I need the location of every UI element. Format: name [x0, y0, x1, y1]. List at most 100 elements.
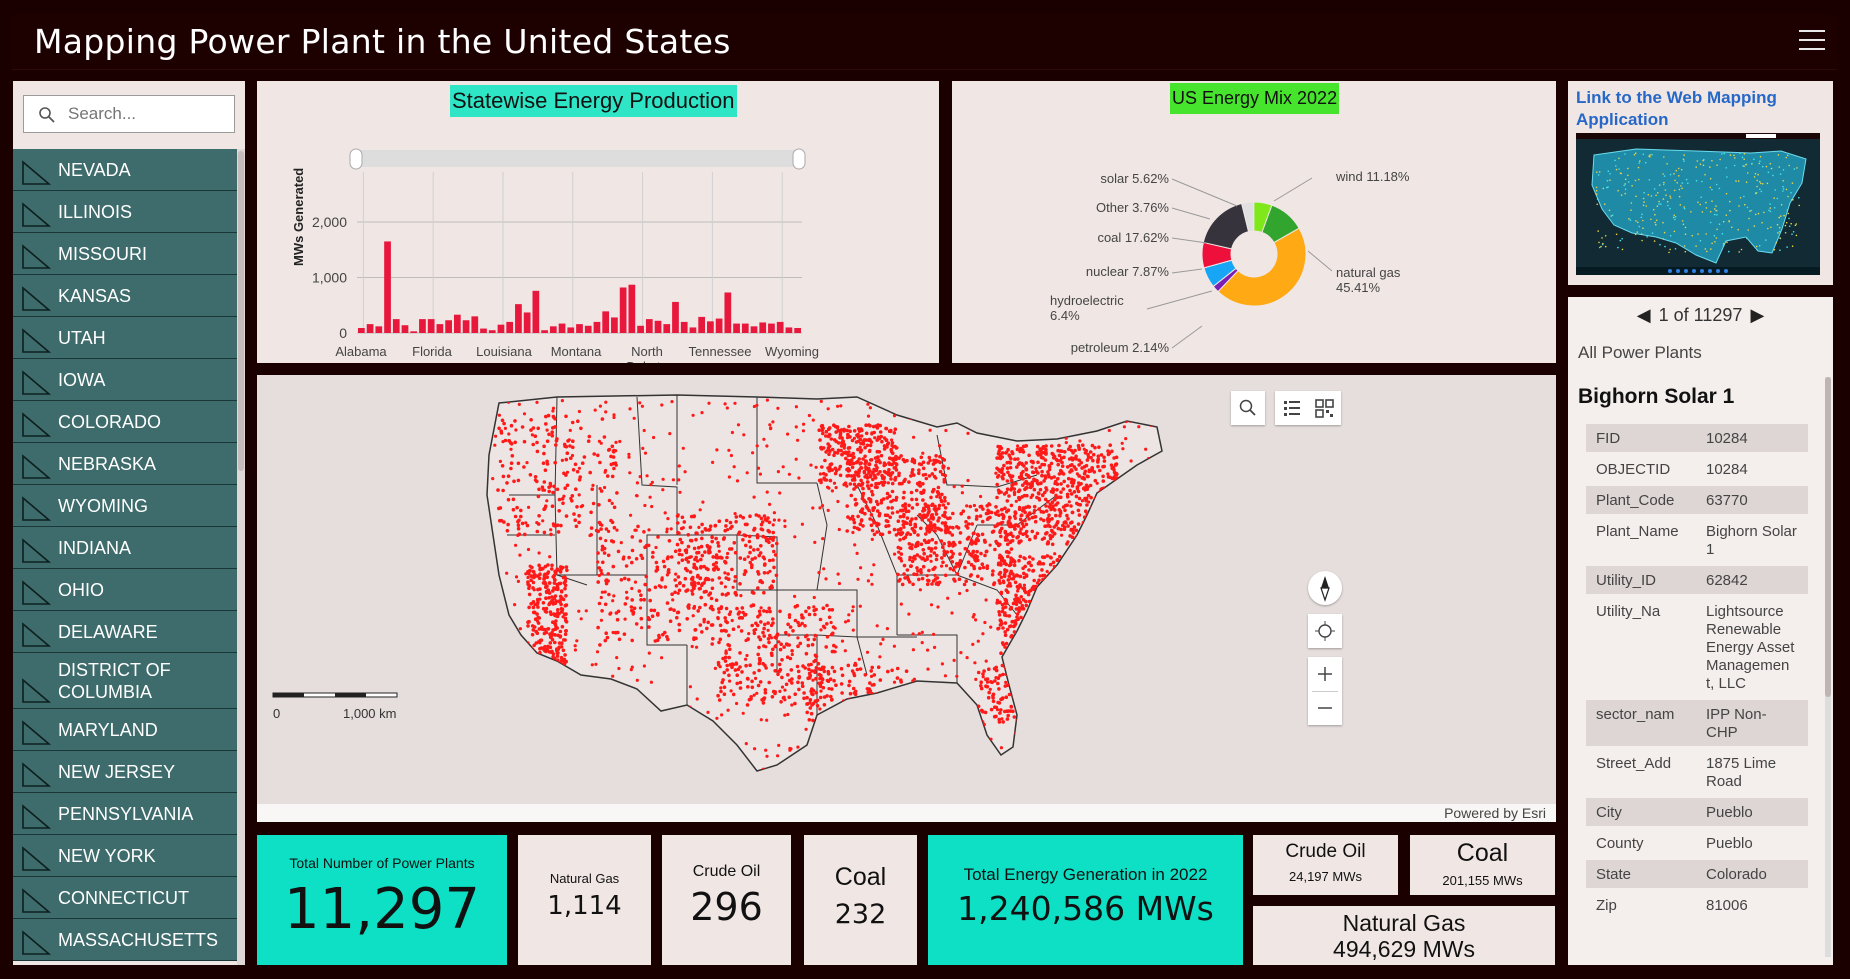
- state-item[interactable]: IOWA: [13, 359, 237, 401]
- esri-attribution[interactable]: Powered by Esri: [257, 804, 1556, 822]
- zoom-in-icon[interactable]: [1308, 657, 1342, 691]
- polygon-icon: [22, 496, 51, 521]
- web-app-link[interactable]: Link to the Web Mapping Application: [1576, 88, 1777, 129]
- power-plant-map[interactable]: 0 1,000 km Powered by Esri: [257, 375, 1556, 822]
- state-item[interactable]: NEVADA: [13, 149, 237, 191]
- state-item[interactable]: CONNECTICUT: [13, 877, 237, 919]
- bar[interactable]: [436, 324, 444, 333]
- bar[interactable]: [654, 320, 662, 333]
- bar[interactable]: [619, 287, 627, 333]
- bar[interactable]: [628, 284, 636, 333]
- locate-button[interactable]: [1308, 614, 1342, 648]
- pie-slice[interactable]: [1202, 202, 1250, 250]
- state-item[interactable]: UTAH: [13, 317, 237, 359]
- polygon-icon: [22, 804, 51, 829]
- state-item[interactable]: NEW JERSEY: [13, 751, 237, 793]
- bar[interactable]: [794, 328, 801, 333]
- bar[interactable]: [768, 323, 775, 333]
- state-item[interactable]: NEW YORK: [13, 835, 237, 877]
- bar[interactable]: [759, 322, 767, 333]
- bar[interactable]: [549, 326, 557, 333]
- state-item[interactable]: NEBRASKA: [13, 443, 237, 485]
- state-item[interactable]: PENNSYLVANIA: [13, 793, 237, 835]
- popup-scrollbar[interactable]: [1825, 377, 1831, 957]
- bar[interactable]: [567, 327, 575, 333]
- bar[interactable]: [672, 301, 679, 333]
- bar[interactable]: [453, 314, 461, 333]
- bar[interactable]: [707, 321, 714, 333]
- bar[interactable]: [680, 321, 688, 333]
- bar[interactable]: [593, 321, 601, 333]
- bar[interactable]: [724, 292, 732, 333]
- prev-feature-icon[interactable]: ◀: [1636, 305, 1651, 325]
- bar[interactable]: [611, 317, 618, 333]
- bar[interactable]: [785, 327, 793, 333]
- coal-mw-value: 201,155 MWs: [1442, 873, 1523, 888]
- bar[interactable]: [410, 331, 418, 333]
- bar[interactable]: [366, 324, 374, 333]
- x-tick-label: Florida: [412, 344, 453, 359]
- state-item[interactable]: COLORADO: [13, 401, 237, 443]
- bar[interactable]: [401, 325, 409, 333]
- state-item[interactable]: DELAWARE: [13, 611, 237, 653]
- bar[interactable]: [637, 325, 644, 333]
- bar[interactable]: [715, 318, 723, 333]
- bar[interactable]: [776, 321, 784, 333]
- state-item[interactable]: OHIO: [13, 569, 237, 611]
- pie-slice[interactable]: [1253, 201, 1273, 234]
- bar[interactable]: [488, 330, 496, 333]
- range-slider-handle-right[interactable]: [792, 148, 806, 170]
- bar[interactable]: [515, 304, 522, 333]
- bar[interactable]: [419, 319, 426, 333]
- state-item[interactable]: INDIANA: [13, 527, 237, 569]
- scrollbar[interactable]: [237, 149, 245, 965]
- bar[interactable]: [576, 324, 583, 333]
- next-feature-icon[interactable]: ▶: [1750, 305, 1765, 325]
- bar[interactable]: [392, 319, 400, 333]
- bar[interactable]: [532, 290, 540, 333]
- bar[interactable]: [384, 241, 391, 333]
- bar[interactable]: [741, 323, 749, 333]
- list-icon[interactable]: [1275, 391, 1308, 425]
- bar[interactable]: [445, 320, 452, 333]
- bar[interactable]: [358, 328, 365, 333]
- bar[interactable]: [750, 326, 758, 333]
- state-item[interactable]: KANSAS: [13, 275, 237, 317]
- range-slider-handle-left[interactable]: [349, 148, 363, 170]
- bar[interactable]: [427, 319, 435, 333]
- bar[interactable]: [462, 320, 470, 333]
- x-tick-label: Wyoming: [765, 344, 819, 359]
- bar[interactable]: [558, 323, 566, 333]
- pie-slice[interactable]: [1217, 227, 1307, 307]
- compass-button[interactable]: [1308, 571, 1342, 605]
- bar[interactable]: [602, 311, 610, 333]
- map-search-button[interactable]: [1231, 391, 1265, 425]
- hamburger-menu-icon[interactable]: [1799, 30, 1825, 52]
- bar[interactable]: [663, 324, 671, 333]
- bar[interactable]: [689, 327, 697, 333]
- web-app-thumbnail[interactable]: [1576, 133, 1820, 275]
- bar[interactable]: [698, 316, 706, 333]
- qr-icon[interactable]: [1308, 391, 1341, 425]
- state-item[interactable]: ILLINOIS: [13, 191, 237, 233]
- bar[interactable]: [375, 326, 383, 333]
- bar[interactable]: [506, 321, 514, 333]
- state-item[interactable]: WYOMING: [13, 485, 237, 527]
- bar[interactable]: [497, 324, 505, 333]
- state-item[interactable]: MASSACHUSETTS: [13, 919, 237, 961]
- bar[interactable]: [471, 316, 479, 333]
- state-item[interactable]: DISTRICT OF COLUMBIA: [13, 653, 237, 709]
- bar[interactable]: [733, 323, 740, 333]
- bar[interactable]: [541, 330, 548, 333]
- bar[interactable]: [480, 328, 487, 333]
- state-item[interactable]: MISSOURI: [13, 233, 237, 275]
- bar[interactable]: [584, 325, 592, 333]
- bar[interactable]: [645, 319, 653, 333]
- range-slider-track[interactable]: [357, 150, 800, 167]
- search-icon: [1239, 399, 1256, 416]
- bar[interactable]: [523, 312, 531, 333]
- search-input[interactable]: [68, 100, 228, 128]
- state-item[interactable]: MARYLAND: [13, 709, 237, 751]
- map-tool-group: [1275, 391, 1341, 425]
- zoom-out-icon[interactable]: [1308, 691, 1342, 725]
